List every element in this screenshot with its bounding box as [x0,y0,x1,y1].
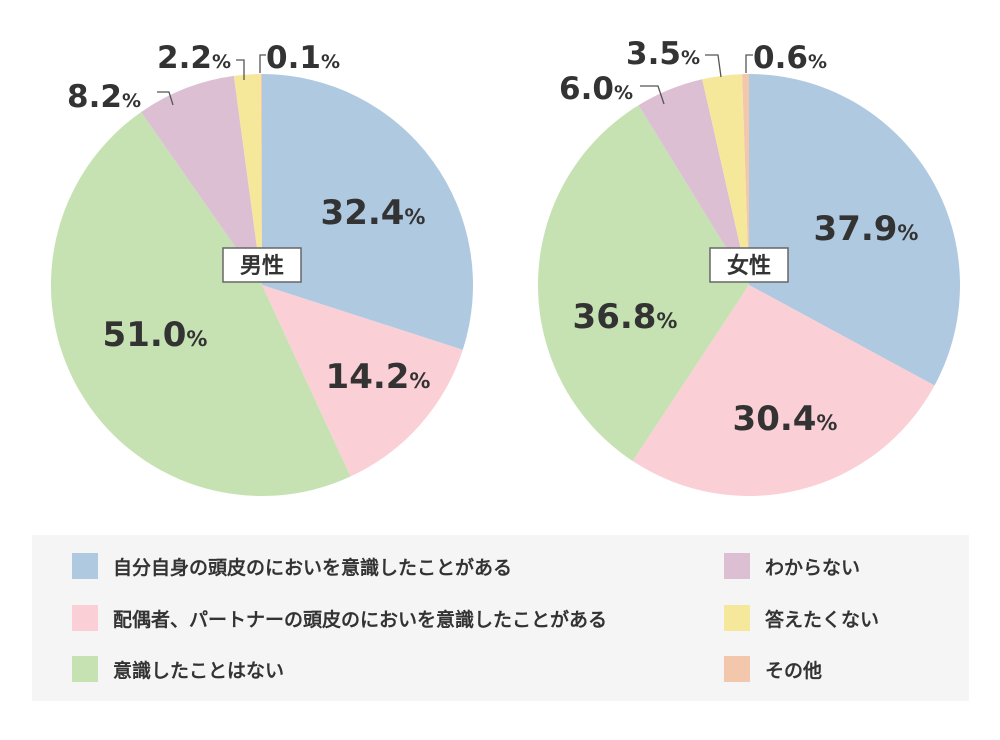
data-label-no-answer: 3.5% [626,36,700,72]
leader-line-dont-know [640,85,665,105]
data-label-self-noticed: 32.4% [321,193,426,233]
legend-item-dont-know: わからない [724,551,860,581]
data-label-never-noticed: 51.0% [103,315,208,355]
data-label-other: 0.1% [266,40,340,76]
legend-item-partner-noticed: 配偶者、パートナーの頭皮のにおいを意識したことがある [72,603,607,633]
data-label-dont-know: 8.2% [67,79,141,115]
pie-male: 32.4% 14.2% 51.0% 8.2% 2.2% 0.1% 男性 [50,40,474,497]
legend-swatch-self-noticed [72,553,98,579]
slice-dont-know [141,75,262,285]
legend-label-partner-noticed: 配偶者、パートナーの頭皮のにおいを意識したことがある [113,608,608,631]
slice-self-noticed [749,74,961,386]
slice-no-answer [702,74,749,285]
leader-line-no-answer [236,59,245,80]
slice-no-answer [233,74,262,285]
leader-line-no-answer [705,54,722,78]
slice-other [260,73,262,285]
legend-swatch-never-noticed [72,656,98,682]
legend-item-no-answer: 答えたくない [724,603,879,633]
leader-line-dont-know [157,91,174,106]
legend-swatch-other [724,656,750,682]
slice-other [742,73,749,286]
legend-item-other: その他 [724,654,822,684]
legend-swatch-partner-noticed [72,605,98,631]
data-label-partner-noticed: 14.2% [326,357,431,397]
slice-partner-noticed [632,285,935,497]
legend-item-never-noticed: 意識したことはない [72,654,284,684]
data-label-partner-noticed: 30.4% [733,399,838,439]
legend-label-no-answer: 答えたくない [765,608,880,631]
legend-label-dont-know: わからない [765,556,861,579]
pie-title-box [709,247,789,283]
slice-self-noticed [262,74,474,350]
data-label-self-noticed: 37.9% [814,209,919,249]
data-label-no-answer: 2.2% [157,40,231,76]
slice-never-noticed [537,105,749,462]
data-label-other: 0.6% [753,40,827,76]
legend: 自分自身の頭皮のにおいを意識したことがある 配偶者、パートナーの頭皮のにおいを意… [32,535,969,701]
legend-label-other: その他 [765,659,823,682]
legend-label-self-noticed: 自分自身の頭皮のにおいを意識したことがある [113,556,513,579]
pie-title-box [222,247,302,283]
legend-label-never-noticed: 意識したことはない [113,659,285,682]
slice-never-noticed [50,112,351,497]
leader-line-other [259,54,266,73]
data-label-never-noticed: 36.8% [573,297,678,337]
pie-female: 37.9% 30.4% 36.8% 6.0%3.5% 0.6% 女性 [537,36,961,497]
legend-swatch-no-answer [724,605,750,631]
pie-title: 男性 [240,254,284,279]
legend-item-self-noticed: 自分自身の頭皮のにおいを意識したことがある [72,551,512,581]
slice-partner-noticed [262,285,463,477]
leader-line-other [745,54,753,73]
data-label-dont-know: 6.0% [559,71,633,107]
pie-title: 女性 [727,253,771,279]
slice-dont-know [638,79,749,285]
legend-swatch-dont-know [724,553,750,579]
